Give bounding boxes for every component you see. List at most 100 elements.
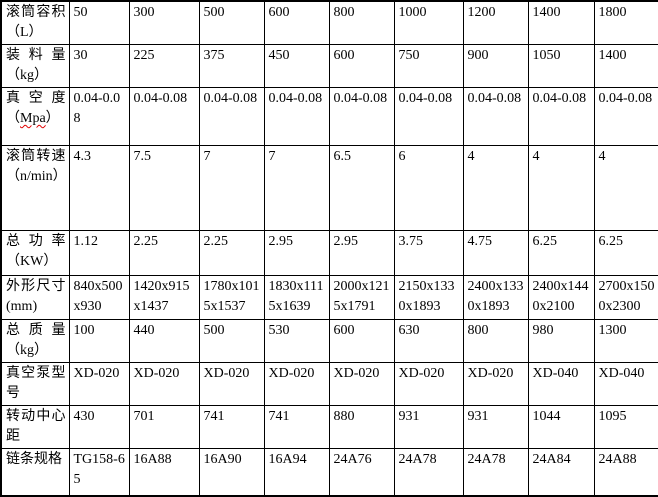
table-cell: 7 [198, 145, 265, 231]
table-cell: 2700x1500x2300 [593, 275, 658, 320]
table-cell: 6.25 [527, 230, 595, 276]
row-header-text: ） [45, 111, 60, 126]
table-cell: 3.75 [393, 230, 464, 276]
table-cell: 430 [68, 405, 130, 449]
table-cell: XD-020 [263, 362, 330, 406]
table-cell: 900 [462, 44, 529, 88]
table-cell: 1300 [593, 319, 658, 363]
table-cell: 1780x1015x1537 [198, 275, 265, 320]
table-cell: 50 [68, 0, 130, 45]
table-cell: 1200 [462, 0, 529, 45]
table-cell: XD-020 [328, 362, 395, 406]
table-cell: 440 [128, 319, 200, 363]
table-cell: 1044 [527, 405, 595, 449]
table-cell: 800 [328, 0, 395, 45]
table-cell: 16A88 [128, 448, 200, 496]
table-cell: XD-040 [593, 362, 658, 406]
row-header-text: 真空度（ [6, 91, 66, 126]
row-header-load-capacity: 装料量（kg） [0, 44, 70, 88]
row-header-vacuum-degree: 真空度（Mpa） [0, 87, 70, 146]
spellcheck-underlined-word: Mpa [20, 111, 46, 126]
table-cell: 2.95 [263, 230, 330, 276]
table-cell: 375 [198, 44, 265, 88]
table-cell: 24A78 [393, 448, 464, 496]
table-cell: 600 [328, 44, 395, 88]
table-cell: 1400 [527, 0, 595, 45]
table-row-vacuum-degree: 真空度（Mpa） 0.04-0.08 0.04-0.08 0.04-0.08 0… [0, 87, 658, 146]
table-cell: 2400x1440x2100 [527, 275, 595, 320]
table-cell: 0.04-0.08 [527, 87, 595, 146]
table-cell: 500 [198, 319, 265, 363]
table-cell: XD-040 [527, 362, 595, 406]
row-header-chain-spec: 链条规格 [0, 448, 70, 496]
table-cell: 600 [328, 319, 395, 363]
table-cell: 0.04-0.08 [263, 87, 330, 146]
table-cell: 24A78 [462, 448, 529, 496]
table-cell: 450 [263, 44, 330, 88]
table-cell: 1800 [593, 0, 658, 45]
table-cell: 1050 [527, 44, 595, 88]
table-cell: 225 [128, 44, 200, 88]
row-header-total-mass: 总质量（kg） [0, 319, 70, 363]
table-row-total-mass: 总质量（kg） 100 440 500 530 600 630 800 980 … [0, 319, 658, 363]
table-cell: 4 [462, 145, 529, 231]
table-cell: 16A94 [263, 448, 330, 496]
table-cell: 1830x1115x1639 [263, 275, 330, 320]
table-cell: 7 [263, 145, 330, 231]
table-cell: XD-020 [68, 362, 130, 406]
table-cell: 741 [198, 405, 265, 449]
table-cell: 630 [393, 319, 464, 363]
table-cell: 16A90 [198, 448, 265, 496]
table-cell: 1000 [393, 0, 464, 45]
table-row-rotation-center-distance: 转动中心距 430 701 741 741 880 931 931 1044 1… [0, 405, 658, 449]
table-row-total-power: 总功率（KW） 1.12 2.25 2.25 2.95 2.95 3.75 4.… [0, 230, 658, 276]
table-cell: 2.25 [198, 230, 265, 276]
table-cell: 1.12 [68, 230, 130, 276]
table-cell: 0.04-0.08 [68, 87, 130, 146]
table-cell: 7.5 [128, 145, 200, 231]
table-cell: 741 [263, 405, 330, 449]
row-header-vacuum-pump-model: 真空泵型号 [0, 362, 70, 406]
table-cell: 6.5 [328, 145, 395, 231]
table-cell: 880 [328, 405, 395, 449]
table-row-drum-speed: 滚筒转速（n/min） 4.3 7.5 7 7 6.5 6 4 4 4 [0, 145, 658, 231]
table-cell: TG158-65 [68, 448, 130, 496]
table-cell: 1095 [593, 405, 658, 449]
table-cell: 2.95 [328, 230, 395, 276]
table-row-load-capacity: 装料量（kg） 30 225 375 450 600 750 900 1050 … [0, 44, 658, 88]
table-cell: 750 [393, 44, 464, 88]
table-cell: 931 [462, 405, 529, 449]
table-cell: 6.25 [593, 230, 658, 276]
table-cell: 100 [68, 319, 130, 363]
table-row-dimensions: 外形尺寸(mm) 840x500x930 1420x915x1437 1780x… [0, 275, 658, 320]
table-cell: 500 [198, 0, 265, 45]
table-cell: 2.25 [128, 230, 200, 276]
table-cell: 0.04-0.08 [393, 87, 464, 146]
table-cell: 0.04-0.08 [328, 87, 395, 146]
table-cell: 0.04-0.08 [128, 87, 200, 146]
table-cell: 2000x1215x1791 [328, 275, 395, 320]
table-cell: 980 [527, 319, 595, 363]
table-cell: 4 [593, 145, 658, 231]
table-row-chain-spec: 链条规格 TG158-65 16A88 16A90 16A94 24A76 24… [0, 448, 658, 496]
table-cell: 600 [263, 0, 330, 45]
table-cell: 30 [68, 44, 130, 88]
table-cell: 24A84 [527, 448, 595, 496]
table-cell: 1400 [593, 44, 658, 88]
table-cell: 0.04-0.08 [462, 87, 529, 146]
row-header-drum-speed: 滚筒转速（n/min） [0, 145, 70, 231]
table-cell: 2150x1330x1893 [393, 275, 464, 320]
table-cell: 4.3 [68, 145, 130, 231]
table-cell: 800 [462, 319, 529, 363]
table-cell: 2400x1330x1893 [462, 275, 529, 320]
table-cell: 701 [128, 405, 200, 449]
table-cell: 24A76 [328, 448, 395, 496]
table-cell: XD-020 [198, 362, 265, 406]
table-cell: 0.04-0.08 [593, 87, 658, 146]
row-header-rotation-center-distance: 转动中心距 [0, 405, 70, 449]
table-cell: XD-020 [128, 362, 200, 406]
table-cell: 6 [393, 145, 464, 231]
table-cell: XD-020 [393, 362, 464, 406]
table-cell: 4.75 [462, 230, 529, 276]
